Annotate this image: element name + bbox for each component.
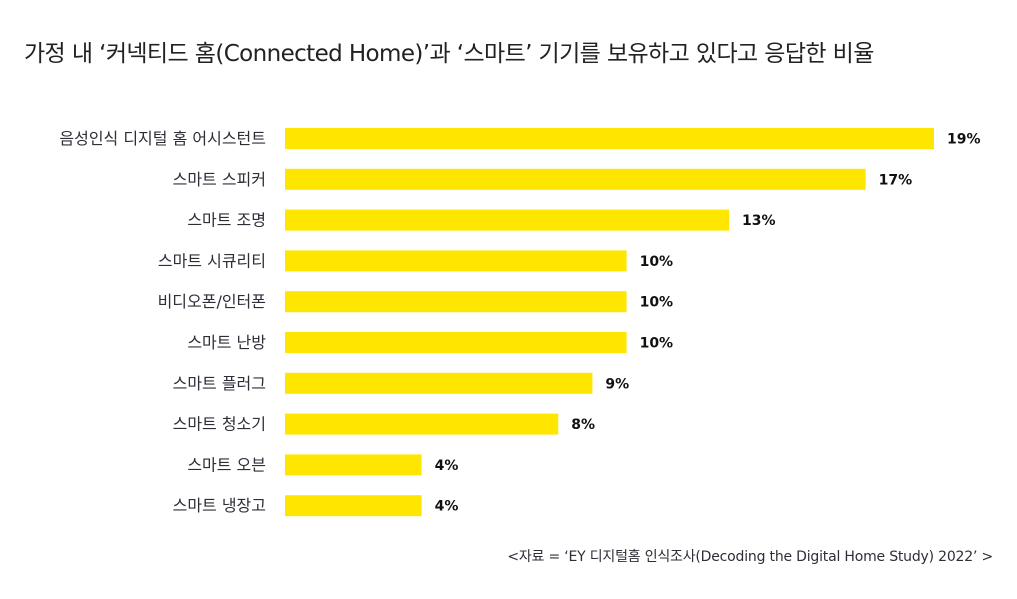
bar [285, 332, 627, 353]
bar [285, 413, 559, 435]
value-labels: 19% 17% 13% 10% 10% 10% 9% 8% 4% 4% [435, 132, 981, 515]
category-label: 스마트 난방 [187, 333, 266, 352]
bar [285, 454, 422, 476]
category-label: 음성인식 디지털 홈 어시스턴트 [59, 129, 266, 148]
bar [285, 250, 627, 272]
source-note: <자료 = ‘EY 디지털홈 인식조사(Decoding the Digital… [507, 549, 993, 565]
value-label: 9% [605, 376, 629, 392]
bar [285, 209, 730, 231]
bars [285, 128, 934, 517]
value-label: 4% [435, 499, 459, 515]
category-label: 비디오폰/인터폰 [158, 292, 266, 311]
value-label: 4% [435, 458, 459, 474]
value-label: 8% [571, 417, 595, 433]
value-label: 19% [947, 132, 981, 148]
category-label: 스마트 오븐 [187, 455, 266, 474]
category-label: 스마트 청소기 [173, 415, 266, 434]
bar [285, 128, 934, 149]
category-label: 스마트 조명 [187, 211, 266, 230]
chart-title: 가정 내 ‘커넥티드 홈(Connected Home)’과 ‘스마트’ 기기를… [24, 41, 874, 67]
value-label: 10% [640, 336, 674, 352]
value-label: 13% [742, 213, 776, 229]
bar [285, 495, 422, 517]
value-label: 10% [640, 295, 674, 311]
bar [285, 372, 593, 394]
category-label: 스마트 냉장고 [173, 496, 266, 515]
value-label: 17% [879, 172, 913, 188]
category-label: 스마트 플러그 [173, 374, 266, 393]
bar [285, 168, 866, 190]
bar [285, 291, 627, 313]
value-label: 10% [640, 254, 674, 270]
category-label: 스마트 시큐리티 [158, 251, 266, 270]
category-label: 스마트 스피커 [173, 170, 266, 189]
